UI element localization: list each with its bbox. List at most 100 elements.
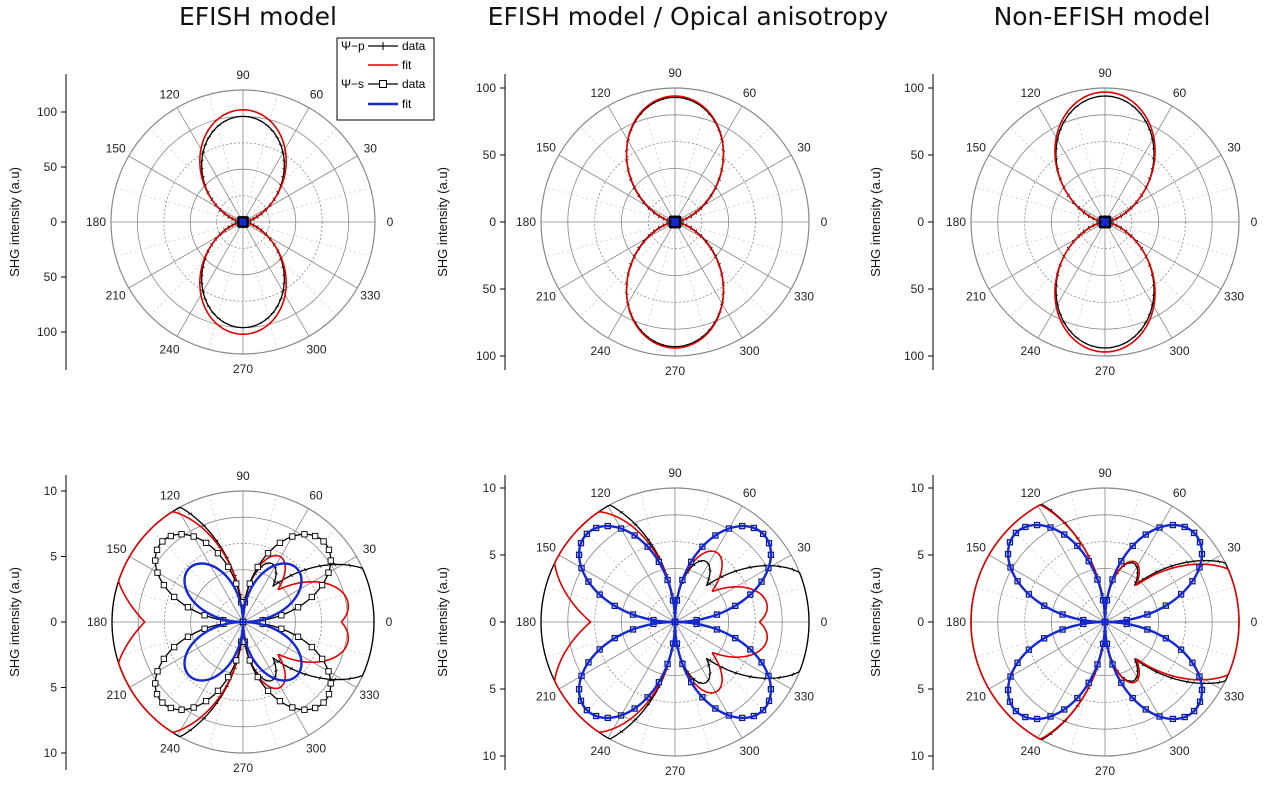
angle-tick-label: 150 [966, 141, 986, 155]
data-marker-square [160, 581, 168, 589]
angle-tick-label: 150 [536, 141, 556, 155]
fit-marker-square [714, 611, 720, 618]
grid-minor-spoke [545, 221, 676, 257]
grid-minor-spoke [674, 587, 805, 623]
fit-marker-square [1041, 602, 1047, 609]
grid-spoke [674, 221, 743, 339]
data-marker [606, 736, 610, 740]
data-marker-square [184, 633, 192, 640]
y-axis-label: SHG intensity (a.u) [7, 167, 22, 277]
legend-group-p: Ψ−p [341, 39, 365, 53]
data-marker [697, 560, 702, 563]
data-marker-square [318, 581, 326, 589]
fit-marker-square [584, 531, 590, 537]
angle-tick-label: 120 [159, 88, 179, 102]
data-marker [223, 322, 228, 324]
data-marker-square [154, 569, 161, 576]
radial-tick-label: 10 [911, 749, 925, 763]
data-marker [116, 656, 119, 661]
data-marker-square [301, 706, 308, 713]
grid-spoke [242, 155, 358, 223]
fit-marker-square [656, 679, 662, 685]
data-marker [708, 672, 712, 676]
data-marker [1062, 321, 1067, 324]
data-marker [281, 151, 285, 155]
fit-marker-square [726, 525, 732, 532]
fit-marker-square [758, 659, 765, 666]
fit-marker-square [1005, 551, 1011, 557]
data-marker-square [152, 680, 159, 687]
fit-marker-square [1109, 661, 1116, 668]
angle-tick-label: 150 [966, 541, 986, 555]
data-marker [702, 681, 707, 685]
fit-marker-square [712, 532, 719, 539]
data-marker [199, 159, 204, 163]
fit-marker-square [576, 552, 582, 558]
data-marker [802, 583, 805, 588]
data-marker-square [278, 612, 285, 619]
grid-minor-spoke [149, 221, 244, 316]
data-marker [541, 601, 543, 606]
grid-spoke [988, 221, 1106, 290]
data-marker-square [160, 655, 168, 663]
polar-panel-nonefish-p: 0 30 60 90 120 150 180 210 240 270 300 330 100 50 0 50 1… [868, 66, 1258, 378]
fit-marker-square [1013, 530, 1019, 536]
grid-spoke [1104, 154, 1222, 223]
fit-marker-square [1026, 591, 1032, 598]
radial-tick-label: 5 [917, 548, 924, 562]
data-marker [1074, 105, 1079, 108]
data-marker [175, 734, 180, 737]
angle-tick-label: 300 [306, 342, 326, 356]
data-marker [112, 638, 114, 643]
radial-tick-label: 0 [50, 615, 57, 629]
fit-marker-square [585, 578, 592, 585]
radial-tick-label: 10 [911, 481, 925, 495]
fit-marker-square [1170, 716, 1176, 722]
data-marker-square [276, 539, 284, 547]
angle-tick-label: 330 [360, 289, 380, 303]
grid-minor-spoke [1104, 621, 1200, 717]
angle-tick-label: 240 [160, 741, 180, 755]
data-marker [619, 511, 624, 514]
data-marker-square [153, 546, 161, 554]
data-marker [372, 638, 374, 643]
y-axis-label: SHG intensity (a.u) [435, 167, 450, 277]
data-marker [1074, 336, 1079, 339]
grid-minor-spoke [580, 127, 676, 223]
fit-marker-square [1059, 611, 1066, 618]
grid-minor-spoke [674, 621, 710, 752]
data-marker [270, 312, 275, 315]
angle-tick-label: 240 [1020, 344, 1040, 358]
data-marker [1170, 564, 1174, 568]
fit-marker-square [1007, 564, 1014, 571]
data-marker [275, 305, 280, 308]
data-marker [799, 665, 802, 670]
grid-minor-spoke [1104, 92, 1140, 223]
grid-minor-spoke [1010, 527, 1106, 623]
fit-marker-square [726, 712, 732, 719]
data-marker [1067, 112, 1072, 115]
grid-spoke [607, 105, 676, 223]
angle-tick-label: 330 [794, 290, 814, 304]
polar-panel-anisotropy-s: 0 30 60 90 120 150 180 210 240 270 300 330 10 5 0 5 10 SH… [435, 466, 828, 778]
fit-marker-square [1059, 626, 1066, 633]
fit-marker-square [1170, 522, 1176, 528]
data-marker [1131, 562, 1136, 565]
radial-tick-label: 10 [483, 481, 497, 495]
grid-spoke [674, 221, 792, 290]
grid-spoke [242, 221, 310, 337]
data-marker [748, 565, 752, 570]
fit-marker-square [1189, 578, 1196, 584]
angle-tick-label: 270 [1095, 764, 1115, 778]
data-marker [289, 573, 293, 578]
grid-minor-spoke [674, 492, 710, 623]
polar-panel-anisotropy-p: 0 30 60 90 120 150 180 210 240 270 300 330 100 50 0 50 1… [435, 66, 828, 378]
radial-tick-label: 0 [489, 615, 496, 629]
fit-marker-square [1197, 539, 1203, 546]
data-marker [269, 562, 274, 565]
data-marker [807, 638, 809, 643]
angle-tick-label: 210 [107, 688, 127, 702]
angle-tick-label: 0 [821, 615, 828, 629]
fit-marker-square [1199, 687, 1205, 693]
data-marker [1124, 341, 1129, 344]
